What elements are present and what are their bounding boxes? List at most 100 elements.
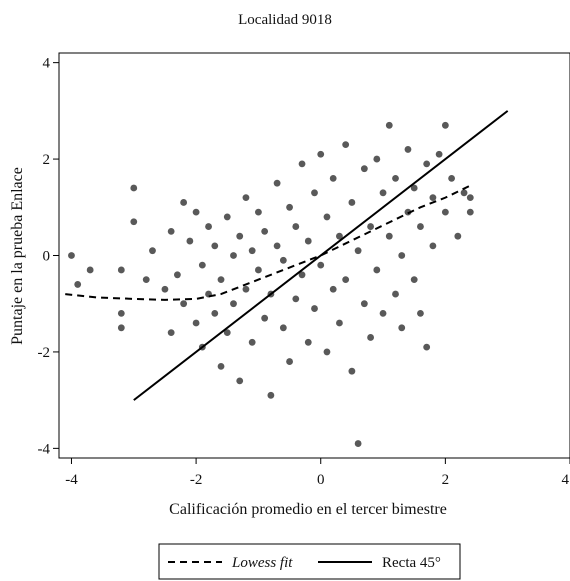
data-point xyxy=(348,367,356,375)
data-point xyxy=(130,184,138,192)
data-point xyxy=(410,184,418,192)
data-point xyxy=(354,440,362,447)
data-point xyxy=(379,189,387,197)
data-point xyxy=(329,285,337,293)
data-point xyxy=(304,237,312,245)
data-point xyxy=(367,223,374,230)
data-point xyxy=(223,329,231,337)
data-point xyxy=(217,276,225,284)
data-point xyxy=(348,199,356,206)
data-point xyxy=(367,334,374,341)
data-point xyxy=(342,276,350,284)
data-point xyxy=(329,174,337,182)
data-point xyxy=(373,155,381,163)
data-point xyxy=(248,247,256,255)
data-point xyxy=(429,194,437,202)
data-point xyxy=(255,208,262,216)
data-point xyxy=(311,305,318,312)
data-point xyxy=(174,271,181,279)
data-point xyxy=(68,252,75,259)
data-point xyxy=(286,358,293,365)
data-point xyxy=(273,179,281,187)
data-point xyxy=(192,319,200,327)
data-point xyxy=(317,261,325,269)
data-point xyxy=(385,232,393,240)
data-point xyxy=(117,266,125,274)
data-point xyxy=(317,150,325,158)
y-tick-label: 2 xyxy=(43,152,51,168)
data-point xyxy=(398,252,406,259)
data-point xyxy=(398,324,406,332)
data-point xyxy=(248,338,256,346)
reference-45-line xyxy=(133,110,509,401)
data-point xyxy=(410,276,418,284)
data-point xyxy=(236,377,244,385)
data-point xyxy=(236,232,244,240)
data-point xyxy=(149,247,156,255)
fit-lines xyxy=(65,110,509,401)
x-axis: -4 -2 0 2 4 xyxy=(65,458,570,488)
data-point xyxy=(336,232,343,240)
data-point xyxy=(255,266,262,274)
data-point xyxy=(417,309,424,317)
data-point xyxy=(441,208,449,216)
data-point xyxy=(261,227,269,235)
data-point xyxy=(205,223,212,230)
x-tick-label: 2 xyxy=(442,472,450,488)
data-point xyxy=(292,295,300,303)
data-point xyxy=(261,314,269,322)
data-point xyxy=(161,285,169,293)
x-tick-label: 4 xyxy=(562,472,570,488)
x-tick-label: -4 xyxy=(65,472,78,488)
scatter-points xyxy=(68,121,474,447)
data-point xyxy=(292,223,300,230)
data-point xyxy=(117,309,125,317)
y-tick-label: 0 xyxy=(43,249,51,265)
data-point xyxy=(86,266,94,274)
data-point xyxy=(385,121,393,129)
data-point xyxy=(230,252,237,259)
data-point xyxy=(379,309,387,317)
data-point xyxy=(223,213,231,221)
data-point xyxy=(392,290,399,298)
data-point xyxy=(192,208,200,216)
data-point xyxy=(130,218,138,226)
data-point xyxy=(323,348,331,356)
legend-lowess-label: Lowess fit xyxy=(231,555,293,571)
data-point xyxy=(117,324,125,332)
x-tick-label: 0 xyxy=(317,472,325,488)
data-point xyxy=(466,194,474,202)
x-tick-label: -2 xyxy=(190,472,203,488)
data-point xyxy=(279,256,287,264)
data-point xyxy=(441,121,449,129)
data-point xyxy=(273,242,281,250)
data-point xyxy=(373,266,381,274)
data-point xyxy=(286,203,293,211)
data-point xyxy=(180,199,188,206)
data-point xyxy=(304,338,312,346)
y-axis: 4 2 0 -2 -4 xyxy=(38,56,59,457)
data-point xyxy=(354,247,362,255)
data-point xyxy=(404,208,412,216)
y-tick-label: -4 xyxy=(38,441,51,457)
data-point xyxy=(217,362,225,370)
data-point xyxy=(454,232,462,240)
data-point xyxy=(404,146,412,153)
plot-area xyxy=(58,52,570,459)
data-point xyxy=(448,174,455,182)
data-point xyxy=(429,242,437,250)
y-axis-label: Puntaje en la prueba Enlace xyxy=(9,167,26,345)
data-point xyxy=(342,141,350,149)
data-point xyxy=(360,300,368,308)
plot-frame xyxy=(58,52,570,459)
data-point xyxy=(423,160,431,168)
data-point xyxy=(423,343,431,351)
data-point xyxy=(230,300,237,308)
y-tick-label: 4 xyxy=(43,56,51,72)
legend: Lowess fit Recta 45° xyxy=(158,543,461,580)
data-point xyxy=(142,276,150,284)
data-point xyxy=(74,281,82,288)
data-point xyxy=(311,189,318,197)
data-point xyxy=(298,271,306,279)
